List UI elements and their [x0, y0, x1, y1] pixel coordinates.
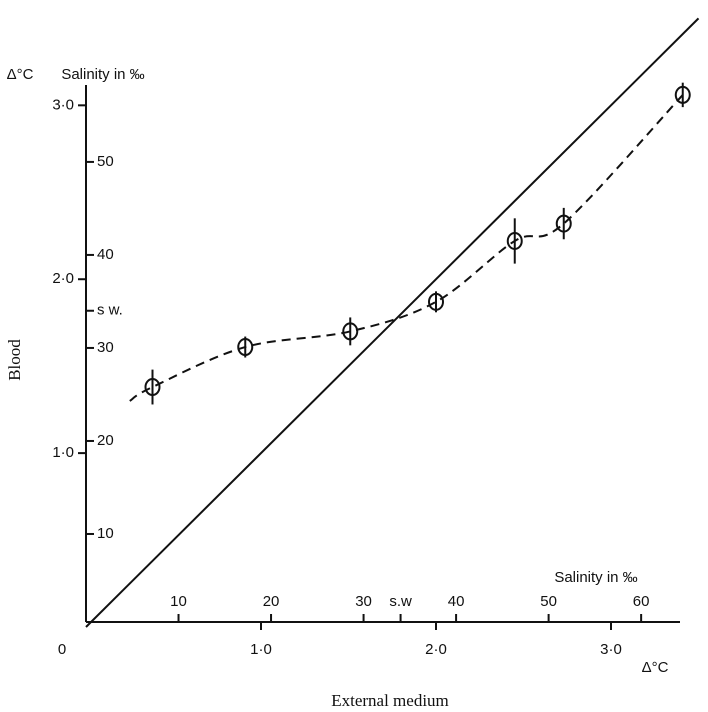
x2-tick-label: 20: [263, 593, 280, 610]
y2-tick-label: 10: [97, 525, 114, 542]
data-point: [428, 292, 444, 311]
y2-tick-label: 40: [97, 246, 114, 263]
identity-line: [85, 17, 700, 628]
x2-axis-label: Salinity in ‰: [554, 569, 637, 586]
x2-tick-label: 10: [170, 593, 187, 610]
data-point: [237, 338, 254, 357]
data-point: [506, 231, 523, 250]
x-tick-label: 0: [58, 641, 66, 658]
y-tick-label: 2·0: [52, 270, 74, 287]
x-unit-label: Δ°C: [642, 659, 669, 676]
x-tick-label: 1·0: [250, 641, 272, 658]
y-tick-label: 1·0: [52, 444, 74, 461]
fitted-curve: [129, 94, 684, 402]
x2-tick-label: s.w: [389, 593, 412, 610]
y2-tick-label: 30: [97, 339, 114, 356]
y-tick-label: 3·0: [52, 96, 74, 113]
x-axis-label: External medium: [331, 691, 449, 710]
y-axis-label: Blood: [5, 339, 24, 381]
data-point: [555, 214, 572, 233]
x2-tick-label: 50: [540, 593, 557, 610]
y2-tick-label: 20: [97, 432, 114, 449]
x2-tick-label: 40: [448, 593, 465, 610]
data-point: [144, 378, 161, 397]
y-unit-label: Δ°C: [7, 66, 34, 83]
data-point: [342, 322, 359, 341]
y2-tick-label: s w.: [97, 302, 123, 319]
x2-tick-label: 30: [355, 593, 372, 610]
y2-tick-label: 50: [97, 153, 114, 170]
y2-axis-label: Salinity in ‰: [61, 66, 144, 83]
x-tick-label: 2·0: [425, 641, 447, 658]
data-point: [674, 85, 691, 104]
x2-tick-label: 60: [633, 593, 650, 610]
x-tick-label: 3·0: [600, 641, 622, 658]
